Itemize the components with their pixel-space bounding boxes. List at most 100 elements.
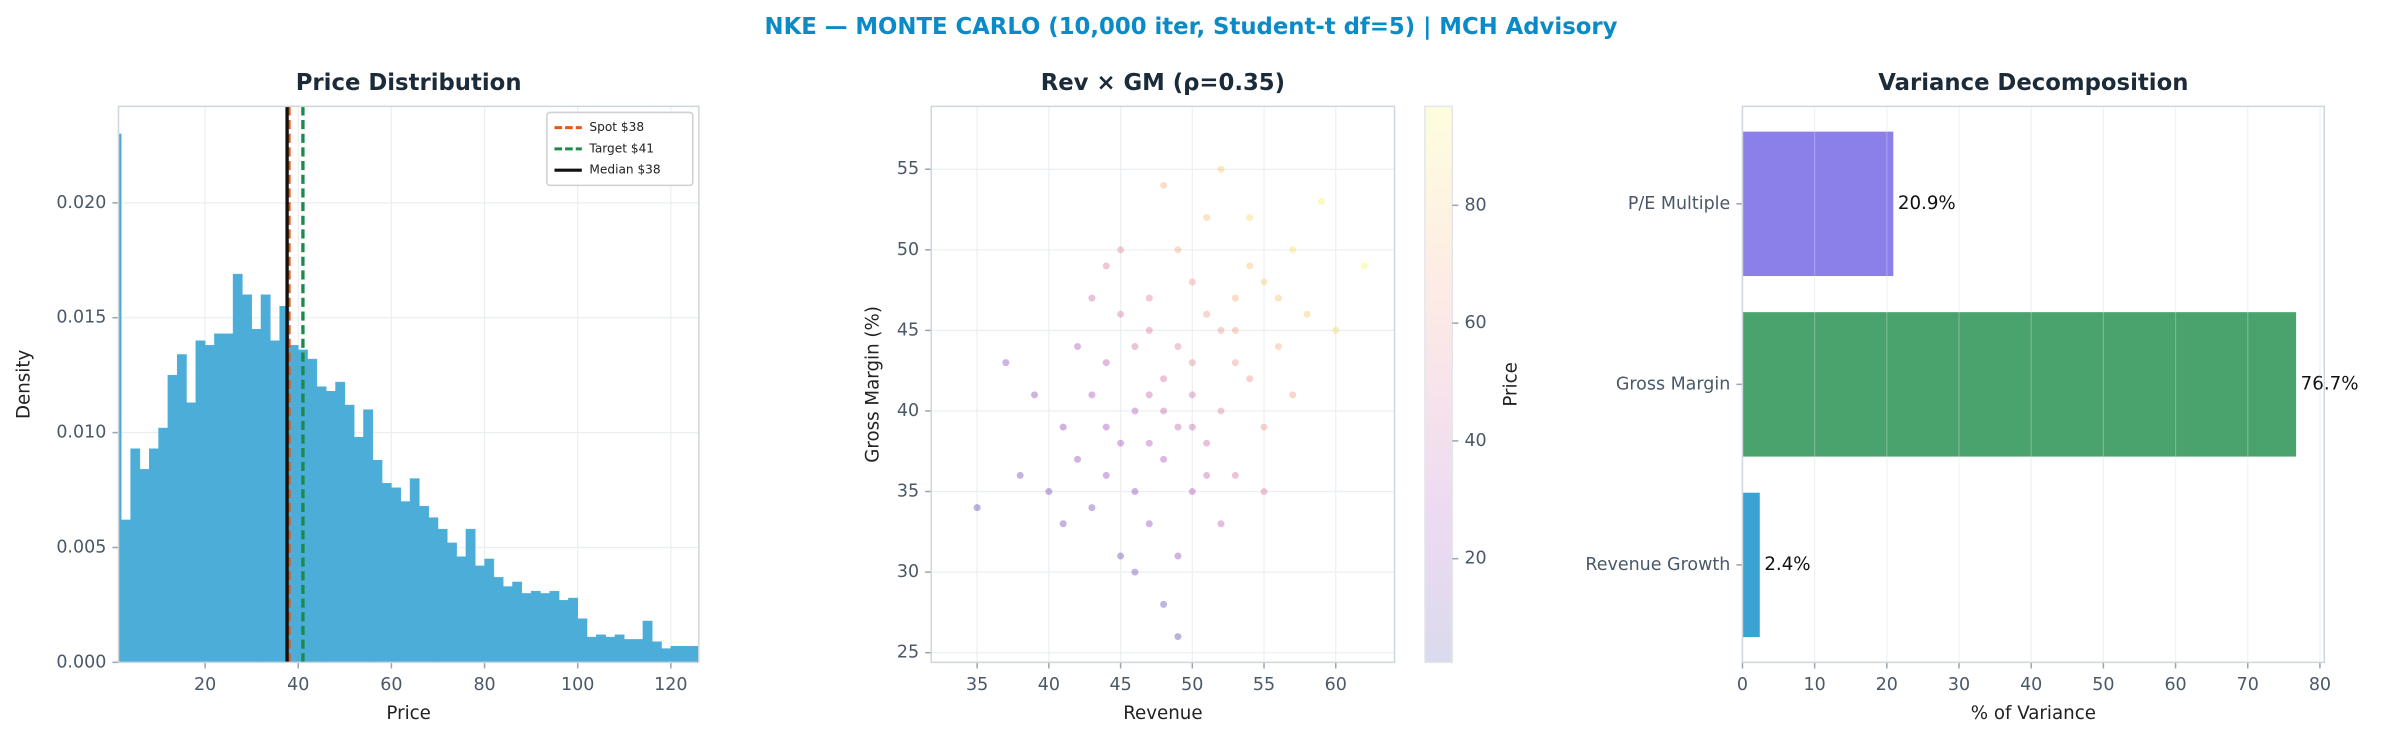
- scatter-point: [1131, 568, 1139, 576]
- scatter-point: [1117, 246, 1125, 254]
- scatter-point: [1246, 262, 1254, 270]
- hist-bar: [251, 328, 262, 663]
- hist-bar: [232, 273, 243, 663]
- colorbar-tick-label: 60: [1464, 313, 1486, 333]
- x-tick-label: 40: [287, 675, 309, 695]
- colorbar: [1424, 106, 1453, 663]
- hist-bar: [558, 600, 569, 663]
- x-tick-label: 35: [966, 675, 988, 695]
- scatter-point: [1074, 343, 1082, 350]
- hist-bar: [307, 358, 318, 663]
- x-axis-label: Price: [386, 703, 430, 724]
- scatter-point: [1145, 294, 1153, 302]
- scatter-point: [1102, 262, 1110, 270]
- hist-bar: [149, 448, 159, 663]
- colorbar-tick-label: 80: [1464, 195, 1486, 215]
- hist-bar: [521, 593, 532, 663]
- legend-label: Target $41: [588, 141, 654, 155]
- scatter-point: [1117, 439, 1125, 447]
- scatter-point: [1016, 471, 1024, 479]
- hist-bar: [689, 646, 700, 663]
- scatter-point: [1131, 488, 1139, 496]
- colorbar-tick-label: 40: [1464, 431, 1486, 451]
- hist-bar: [502, 586, 513, 663]
- x-tick-label: 70: [2237, 675, 2259, 695]
- hist-bar: [456, 556, 467, 663]
- x-tick-label: 80: [2309, 675, 2331, 695]
- hist-bar: [270, 340, 280, 663]
- y-tick-label: 30: [897, 562, 919, 582]
- hist-bar: [223, 333, 234, 663]
- scatter-point: [1260, 278, 1268, 286]
- scatter-point: [1188, 278, 1196, 286]
- x-tick-label: 80: [473, 675, 495, 695]
- scatter-point: [1160, 455, 1168, 463]
- y-tick-label: P/E Multiple: [1628, 194, 1730, 214]
- scatter-point: [1160, 375, 1168, 383]
- scatter-point: [1203, 310, 1211, 318]
- scatter-point: [1231, 471, 1239, 479]
- scatter-point: [1131, 407, 1139, 415]
- scatter-point: [1231, 294, 1239, 302]
- hist-bar: [391, 487, 401, 663]
- y-tick-label: 0.010: [56, 423, 106, 443]
- y-tick-label: 50: [897, 240, 919, 260]
- hist-bar: [596, 634, 606, 663]
- scatter-point: [1145, 326, 1153, 334]
- scatter-point: [1203, 439, 1211, 447]
- x-tick-label: 10: [1804, 675, 1826, 695]
- hist-bar: [372, 459, 383, 663]
- scatter-point: [1203, 214, 1211, 222]
- colorbar-frame: [1424, 105, 1454, 664]
- scatter-point: [1059, 423, 1067, 431]
- scatter-point: [1174, 246, 1182, 254]
- x-axis-label: % of Variance: [1971, 703, 2096, 724]
- hist-bar: [586, 636, 597, 663]
- hist-bar: [195, 340, 206, 663]
- scatter-point: [1145, 439, 1153, 447]
- scatter-point: [1102, 359, 1110, 367]
- hist-bar: [624, 639, 634, 663]
- y-tick-label: 35: [897, 482, 919, 502]
- value-label: 76.7%: [2301, 373, 2359, 394]
- scatter-point: [1074, 455, 1082, 463]
- scatter-point: [1059, 520, 1067, 528]
- scatter-point: [1274, 343, 1282, 350]
- hist-bar: [118, 133, 122, 663]
- hist-bar: [400, 501, 411, 663]
- hist-bar: [260, 294, 271, 663]
- x-tick-label: 60: [2164, 675, 2186, 695]
- axes-title: Price Distribution: [296, 70, 522, 96]
- x-axis-label: Revenue: [1123, 703, 1202, 724]
- hist-bar: [633, 639, 644, 663]
- hist-bar: [353, 436, 364, 663]
- x-tick-label: 55: [1253, 675, 1275, 695]
- scatter-point: [1274, 294, 1282, 302]
- hist-bar: [344, 404, 355, 663]
- scatter-point: [1260, 488, 1268, 496]
- scatter-point: [1188, 488, 1196, 496]
- hist-bar: [512, 581, 523, 663]
- hist-bar: [428, 517, 439, 663]
- hist-bar: [530, 590, 541, 663]
- scatter-point: [1174, 423, 1182, 431]
- scatter-point: [1231, 359, 1239, 367]
- hist-bar: [568, 597, 578, 663]
- y-tick-label: Revenue Growth: [1585, 555, 1730, 575]
- hist-bar: [139, 469, 150, 663]
- scatter-point: [1088, 504, 1096, 512]
- x-tick-label: 60: [1325, 675, 1347, 695]
- scatter-point: [1317, 197, 1325, 205]
- hist-bar: [419, 505, 429, 663]
- legend-box: [546, 111, 694, 187]
- y-tick-label: 0.000: [56, 652, 106, 672]
- legend-label: Median $38: [589, 163, 660, 177]
- x-tick-label: 60: [380, 675, 402, 695]
- bar: [1742, 131, 1894, 277]
- figure-title: NKE — MONTE CARLO (10,000 iter, Student-…: [765, 14, 1618, 40]
- x-tick-label: 40: [1038, 675, 1060, 695]
- colorbar-tick-label: 20: [1464, 549, 1486, 569]
- x-tick-label: 50: [1181, 675, 1203, 695]
- scatter-point: [1217, 407, 1225, 415]
- y-tick-label: 40: [897, 401, 919, 421]
